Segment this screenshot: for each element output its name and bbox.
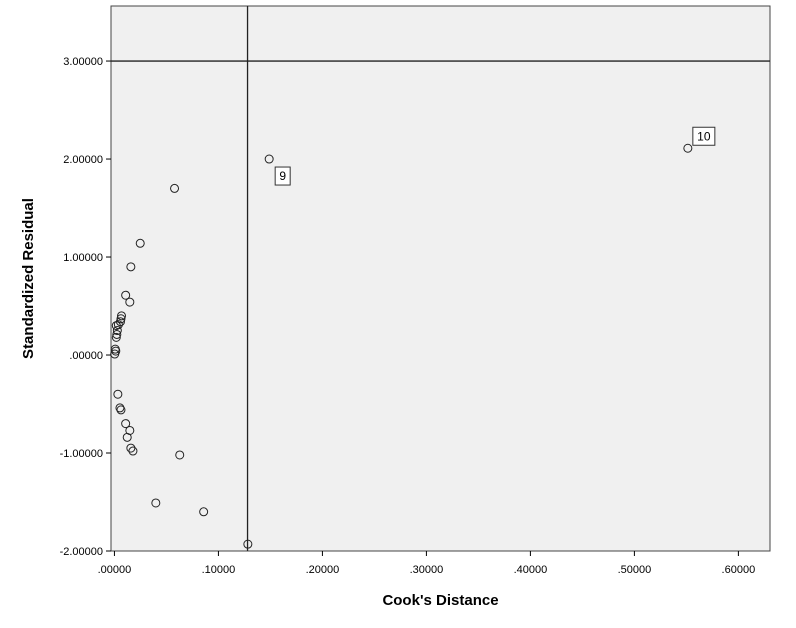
data-point: [170, 183, 180, 193]
x-axis: .00000 .10000 .20000 .30000 .40000 .50000 .600…: [98, 551, 756, 576]
data-point: [128, 446, 138, 456]
y-tick-label: -2.00000: [60, 546, 103, 558]
x-tick-label: .40000: [514, 564, 548, 576]
data-point: [111, 332, 121, 342]
y-tick-label: 1.00000: [63, 252, 103, 264]
y-tick-label: .00000: [69, 350, 103, 362]
data-point: [125, 297, 135, 307]
data-point: [113, 320, 123, 330]
data-point: [116, 314, 126, 324]
data-point: [175, 450, 185, 460]
y-axis-title: Standardized Residual: [20, 198, 37, 359]
x-axis-title: Cook's Distance: [382, 592, 498, 609]
y-tick-label: 3.00000: [63, 56, 103, 68]
data-point: [683, 143, 693, 153]
data-point: [110, 349, 120, 359]
data-point: [112, 329, 122, 339]
y-tick-label: -1.00000: [60, 448, 103, 460]
data-points: [110, 143, 693, 549]
data-point: [151, 498, 161, 508]
point-labels: 10 9: [274, 126, 716, 186]
data-point: [117, 311, 127, 321]
data-point: [121, 290, 131, 300]
plot-area: [110, 5, 771, 552]
data-point: [113, 389, 123, 399]
data-point: [121, 419, 131, 429]
x-tick-label: .60000: [722, 564, 756, 576]
x-tick-label: .00000: [98, 564, 132, 576]
data-point: [126, 262, 136, 272]
data-point: [116, 405, 126, 415]
point-label-box: [274, 166, 291, 186]
point-label-text: 10: [697, 129, 711, 143]
x-tick-label: .20000: [306, 564, 340, 576]
point-label-text: 9: [279, 169, 286, 183]
point-label-10: 10: [692, 126, 716, 146]
data-point: [115, 403, 125, 413]
x-tick-label: .50000: [618, 564, 652, 576]
y-tick-label: 2.00000: [63, 154, 103, 166]
data-point: [126, 443, 136, 453]
data-point: [135, 238, 145, 248]
point-label-box: [692, 126, 716, 146]
data-point: [199, 507, 209, 517]
point-label-9: 9: [274, 166, 291, 186]
data-point: [122, 432, 132, 442]
data-point: [264, 154, 274, 164]
y-axis: -2.00000 -1.00000 .00000 1.00000 2.00000 3.00…: [60, 56, 111, 558]
x-tick-label: .30000: [410, 564, 444, 576]
x-tick-label: .10000: [202, 564, 236, 576]
data-point: [111, 321, 121, 331]
data-point: [112, 326, 122, 336]
